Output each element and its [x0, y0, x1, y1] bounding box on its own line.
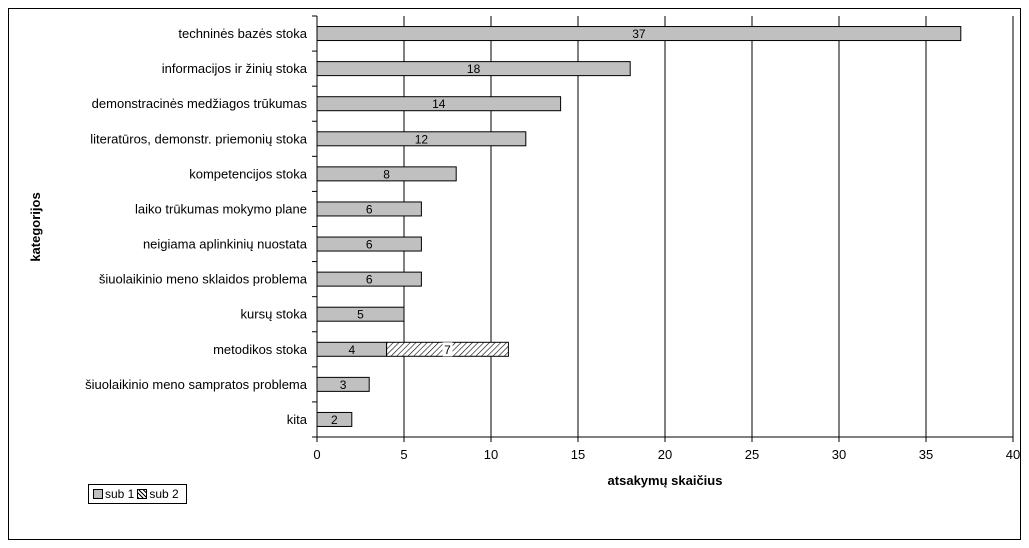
data-label: 6 [366, 202, 373, 216]
legend-label-sub1: sub 1 [105, 487, 135, 501]
data-label: 3 [340, 378, 347, 392]
category-label: neigiama aplinkinių nuostata [143, 237, 308, 252]
category-label: demonstracinės medžiagos trūkumas [92, 96, 308, 111]
category-label: literatūros, demonstr. priemonių stoka [90, 131, 308, 146]
category-label: kursų stoka [241, 307, 308, 322]
category-label: informacijos ir žinių stoka [162, 61, 308, 76]
data-label: 37 [632, 27, 646, 41]
category-label: laiko trūkumas mokymo plane [135, 201, 307, 216]
category-label: šiuolaikinio meno sklaidos problema [99, 272, 308, 287]
axes [312, 15, 1014, 442]
legend-item-sub2: sub 2 [137, 487, 179, 501]
x-tick-label: 40 [1006, 447, 1020, 462]
y-axis-title: kategorijos [28, 192, 43, 261]
data-label: 12 [415, 132, 429, 146]
data-label: 8 [383, 167, 390, 181]
legend-swatch-sub1 [93, 489, 103, 499]
category-label: šiuolaikinio meno sampratos problema [85, 377, 308, 392]
data-label: 4 [348, 343, 355, 357]
x-tick-label: 5 [400, 447, 407, 462]
category-label: techninės bazės stoka [178, 26, 307, 41]
data-label: 7 [444, 343, 451, 357]
x-tick-label: 0 [313, 447, 320, 462]
x-tick-label: 25 [745, 447, 759, 462]
category-label: metodikos stoka [213, 342, 308, 357]
category-label: kompetencijos stoka [189, 166, 308, 181]
legend: sub 1 sub 2 [88, 484, 187, 504]
bars [316, 26, 962, 427]
x-tick-label: 20 [658, 447, 672, 462]
data-label: 5 [357, 308, 364, 322]
x-tick-label: 10 [484, 447, 498, 462]
data-label-bg [442, 342, 453, 357]
legend-label-sub2: sub 2 [149, 487, 179, 501]
x-tick-label: 30 [832, 447, 846, 462]
data-label: 18 [467, 62, 481, 76]
legend-swatch-sub2 [137, 489, 148, 499]
x-tick-label: 35 [919, 447, 933, 462]
data-label: 6 [366, 238, 373, 252]
grid-lines [403, 16, 1014, 437]
x-axis-title: atsakymų skaičius [608, 473, 723, 488]
x-tick-label: 15 [571, 447, 585, 462]
category-label: kita [287, 412, 308, 427]
data-label: 14 [432, 97, 446, 111]
legend-item-sub1: sub 1 [93, 487, 134, 501]
data-label: 6 [366, 273, 373, 287]
data-label: 2 [331, 413, 338, 427]
